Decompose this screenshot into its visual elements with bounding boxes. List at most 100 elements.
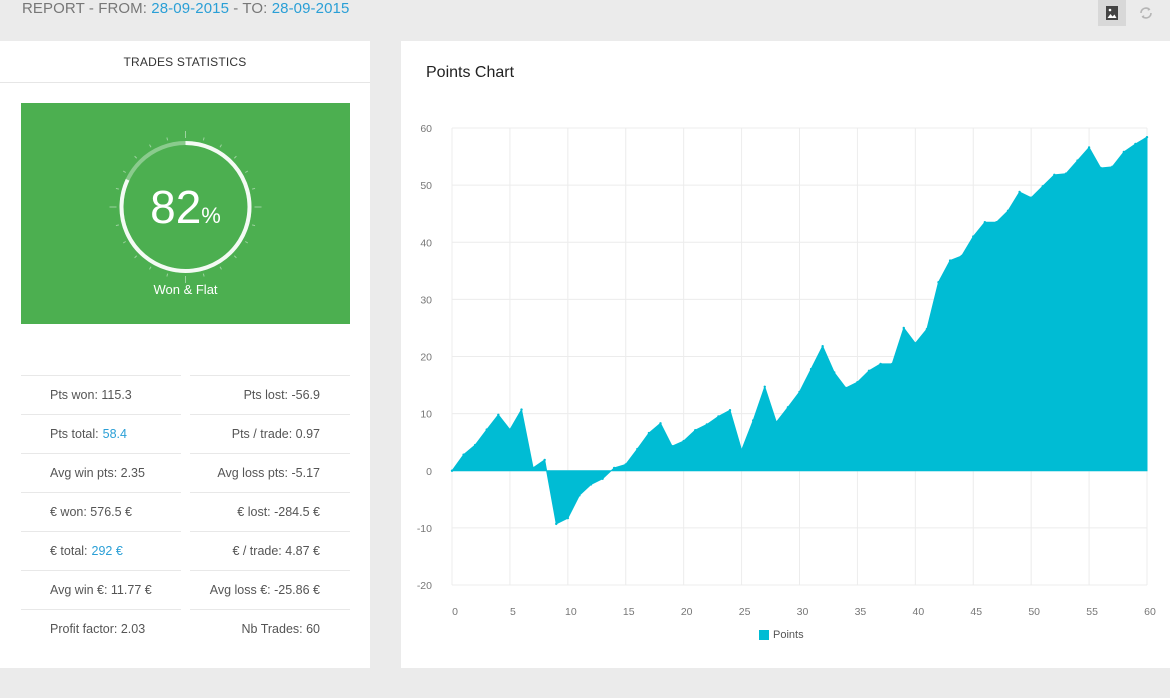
data-point: [473, 443, 477, 447]
stat-label: € total:: [50, 544, 88, 558]
x-tick-label: 50: [1028, 606, 1040, 618]
data-point: [578, 494, 581, 497]
data-point: [995, 221, 998, 224]
x-tick-label: 55: [1086, 606, 1098, 618]
data-point: [694, 428, 697, 432]
gauge-tick: [134, 255, 138, 259]
win-rate-gauge: [109, 131, 262, 283]
gauge-tick: [134, 155, 138, 159]
data-point: [705, 423, 709, 426]
stat-pts-total: Pts total: 58.4: [21, 414, 181, 453]
report-prefix: REPORT - FROM:: [22, 0, 152, 17]
data-point: [1122, 150, 1126, 154]
stat-label: € won: 576.5 €: [50, 505, 133, 519]
gauge-tick: [245, 241, 249, 244]
data-point: [833, 371, 836, 374]
stat-label: Avg win €: 11.77 €: [50, 583, 152, 597]
data-point: [659, 422, 662, 425]
data-point: [497, 413, 500, 416]
data-point: [972, 235, 975, 238]
data-point: [520, 408, 523, 411]
data-point: [485, 428, 488, 431]
data-point: [948, 259, 952, 262]
data-point: [763, 385, 766, 388]
data-point: [937, 281, 940, 284]
data-point: [821, 345, 824, 348]
chart-legend[interactable]: Points: [759, 629, 804, 641]
stat-value-highlight: 58.4: [102, 427, 127, 441]
gauge-tick: [245, 170, 249, 173]
y-tick-label: -20: [417, 580, 432, 592]
data-point: [566, 516, 570, 520]
data-point: [879, 362, 882, 366]
x-tick-label: 5: [510, 606, 516, 618]
gauge-tick: [122, 241, 126, 244]
gauge-tick: [202, 273, 205, 277]
data-point: [983, 221, 987, 224]
data-point: [601, 477, 604, 480]
data-point: [543, 458, 546, 462]
stat-label: Pts total:: [50, 427, 99, 441]
y-tick-label: 60: [420, 123, 432, 135]
gauge-tick: [202, 137, 205, 141]
x-tick-label: 40: [912, 606, 924, 618]
image-export-button[interactable]: [1098, 0, 1126, 26]
data-point: [1111, 165, 1114, 169]
data-point: [914, 342, 917, 345]
data-point: [1041, 185, 1044, 188]
gauge-tick: [252, 224, 256, 227]
stat-avg-win-pts: Avg win pts: 2.35: [21, 453, 181, 492]
stat-profit-factor: Profit factor: 2.03: [21, 609, 181, 648]
y-tick-label: 30: [420, 294, 432, 306]
image-icon: [1106, 6, 1118, 20]
data-point: [1006, 209, 1010, 213]
data-point: [555, 522, 558, 526]
stat-pts-won: Pts won: 115.3: [21, 375, 181, 414]
stat-euro-lost: € lost: -284.5 €: [190, 492, 350, 531]
points-chart: 60 50 40 30 20 10 0 -10 -20 0 5 10 15 20 25 30 35 40 45 50 5…: [417, 123, 1156, 618]
refresh-button[interactable]: [1132, 0, 1160, 26]
x-tick-label: 60: [1144, 606, 1156, 618]
x-tick-label: 20: [681, 606, 693, 618]
from-date-link[interactable]: 28-09-2015: [151, 0, 230, 17]
to-date-link[interactable]: 28-09-2015: [271, 0, 350, 17]
stat-label: Avg loss €: -25.86 €: [209, 583, 320, 597]
data-point: [960, 254, 963, 258]
y-tick-label: 50: [420, 180, 432, 192]
data-point: [728, 408, 732, 412]
stat-avg-loss-pts: Avg loss pts: -5.17: [190, 453, 350, 492]
win-rate-value: 82%: [21, 180, 350, 234]
data-point: [867, 369, 871, 372]
y-tick-label: 0: [426, 466, 432, 478]
stat-nb-trades: Nb Trades: 60: [190, 609, 350, 648]
report-header: REPORT - FROM: 28-09-2015 - TO: 28-09-20…: [0, 0, 1170, 40]
y-tick-label: 20: [420, 352, 432, 364]
data-point: [624, 463, 627, 466]
report-separator: - TO:: [229, 0, 272, 17]
stat-row: Pts total: 58.4 Pts / trade: 0.97: [21, 414, 350, 453]
data-point: [717, 415, 720, 418]
data-point: [670, 444, 674, 448]
gauge-tick: [219, 144, 222, 148]
data-point: [1134, 142, 1137, 146]
data-point: [647, 431, 651, 435]
gauge-tick: [233, 155, 237, 159]
data-point: [844, 386, 848, 390]
stat-label: Avg loss pts: -5.17: [217, 466, 320, 480]
gauge-tick: [115, 187, 119, 190]
stat-row: Pts won: 115.3 Pts lost: -56.9: [21, 375, 350, 414]
x-tick-label: 25: [739, 606, 751, 618]
gauge-tick: [149, 266, 152, 270]
win-rate-unit: %: [201, 203, 221, 228]
data-point: [1145, 135, 1149, 139]
data-point: [1018, 190, 1021, 194]
data-point: [740, 448, 743, 452]
legend-label: Points: [773, 629, 804, 641]
gauge-tick: [252, 187, 256, 190]
gauge-tick: [233, 255, 237, 259]
stat-value-highlight: 292 €: [91, 544, 123, 558]
stat-label: Pts lost: -56.9: [243, 388, 320, 402]
chart-title: Points Chart: [426, 64, 515, 81]
gauge-tick: [219, 266, 222, 270]
data-point: [450, 469, 454, 472]
